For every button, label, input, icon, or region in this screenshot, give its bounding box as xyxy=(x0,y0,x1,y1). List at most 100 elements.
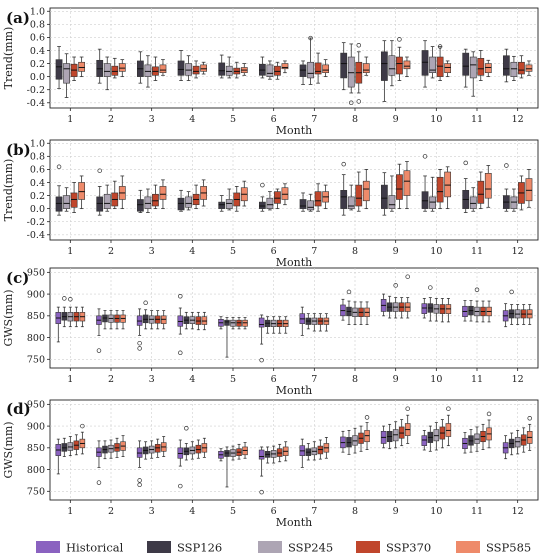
x-tick-label: 9 xyxy=(393,246,399,257)
box-ssp126 xyxy=(380,184,388,209)
box-ssp585 xyxy=(78,182,86,200)
x-tick-label: 12 xyxy=(512,246,524,257)
box-ssp585 xyxy=(403,60,411,70)
legend-label: SSP126 xyxy=(177,541,222,555)
outlier-point xyxy=(178,350,183,356)
x-tick-label: 10 xyxy=(430,506,442,517)
box-ssp585 xyxy=(444,171,452,198)
box-ssp370 xyxy=(396,174,403,200)
box-ssp126 xyxy=(299,199,307,209)
x-tick-label: 9 xyxy=(393,374,399,385)
outlier-point xyxy=(509,289,514,295)
x-tick-label: 5 xyxy=(230,374,236,385)
outlier-point xyxy=(437,44,443,49)
x-axis-label: Month xyxy=(276,124,312,137)
x-tick-label: 1 xyxy=(67,246,73,257)
box-ssp370 xyxy=(314,62,322,75)
y-tick-label: 0.2 xyxy=(30,191,45,202)
box-ssp126 xyxy=(340,52,348,79)
box-ssp245 xyxy=(103,193,111,209)
box-ssp245 xyxy=(63,63,70,84)
x-tick-label: 3 xyxy=(149,374,155,385)
y-tick-label: 0.4 xyxy=(30,178,45,189)
box-ssp126 xyxy=(177,60,185,76)
box-ssp126 xyxy=(55,196,63,212)
x-tick-label: 6 xyxy=(271,374,277,385)
y-tick-label: 0.8 xyxy=(30,152,45,163)
box-ssp245 xyxy=(225,199,233,209)
y-tick-label: 900 xyxy=(27,421,45,432)
y-tick-label: 0.4 xyxy=(30,46,45,57)
y-tick-label: 1.0 xyxy=(30,139,45,150)
box-ssp585 xyxy=(78,61,86,72)
outlier-point xyxy=(405,406,410,411)
x-tick-label: 1 xyxy=(67,374,73,385)
outlier-point xyxy=(504,163,509,168)
box-ssp585 xyxy=(159,64,167,74)
x-tick-label: 3 xyxy=(149,246,155,257)
y-tick-label: 900 xyxy=(27,289,45,300)
outlier-point xyxy=(356,99,362,104)
y-tick-label: 0.8 xyxy=(30,20,45,31)
y-tick-label: 0.2 xyxy=(30,59,45,70)
x-tick-label: 8 xyxy=(352,246,358,257)
x-tick-label: 1 xyxy=(67,506,73,517)
box-ssp585 xyxy=(362,180,370,202)
x-tick-label: 6 xyxy=(271,114,277,125)
outlier-point xyxy=(68,297,73,302)
box-ssp126 xyxy=(462,52,470,76)
y-tick-label: -0.4 xyxy=(27,98,45,109)
outlier-point xyxy=(97,168,102,173)
box-ssp245 xyxy=(469,56,477,79)
legend-label: SSP245 xyxy=(288,541,333,555)
x-tick-label: 8 xyxy=(352,114,358,125)
y-tick-label: 1.0 xyxy=(30,7,45,18)
box-ssp126 xyxy=(380,51,388,81)
legend-label: SSP370 xyxy=(386,541,431,555)
y-tick-label: -0.2 xyxy=(27,85,45,96)
x-axis-label: Month xyxy=(276,516,312,529)
box-ssp370 xyxy=(274,191,281,204)
x-tick-label: 4 xyxy=(189,506,195,517)
x-tick-label: 2 xyxy=(108,374,114,385)
y-tick-label: 0.6 xyxy=(30,33,45,44)
y-axis-label: Trend(mm) xyxy=(2,27,15,90)
box-ssp370 xyxy=(355,184,363,207)
box-ssp245 xyxy=(510,61,518,77)
x-tick-label: 7 xyxy=(311,506,317,517)
outlier-point xyxy=(346,289,352,295)
box-historical xyxy=(421,435,428,446)
y-axis-label: GWS(mm) xyxy=(2,289,15,346)
legend-swatch xyxy=(356,541,380,553)
x-tick-label: 12 xyxy=(512,506,524,517)
x-tick-label: 3 xyxy=(149,114,155,125)
x-axis-label: Month xyxy=(276,256,312,269)
box-ssp245 xyxy=(347,196,355,209)
outlier-point xyxy=(56,164,62,170)
box-ssp126 xyxy=(136,199,144,212)
x-tick-label: 11 xyxy=(471,506,483,517)
box-ssp370 xyxy=(436,56,444,77)
x-tick-label: 4 xyxy=(189,374,195,385)
plot-frame xyxy=(49,139,539,241)
box-ssp245 xyxy=(225,65,233,76)
outlier-point xyxy=(259,357,264,363)
plot-frame xyxy=(49,7,539,109)
outlier-point xyxy=(341,161,346,167)
box-ssp370 xyxy=(396,56,403,75)
box-ssp585 xyxy=(525,64,533,72)
y-tick-label: -0.2 xyxy=(27,217,45,228)
box-ssp585 xyxy=(322,64,330,74)
x-tick-label: 7 xyxy=(311,246,317,257)
panel-label: (b) xyxy=(6,141,31,159)
box-ssp585 xyxy=(484,63,492,74)
x-tick-label: 11 xyxy=(471,246,483,257)
box-ssp245 xyxy=(185,196,192,208)
x-tick-label: 11 xyxy=(471,374,483,385)
x-tick-label: 4 xyxy=(189,246,195,257)
x-axis-label: Month xyxy=(276,384,312,397)
outlier-point xyxy=(463,160,468,166)
y-tick-label: 800 xyxy=(27,465,45,476)
